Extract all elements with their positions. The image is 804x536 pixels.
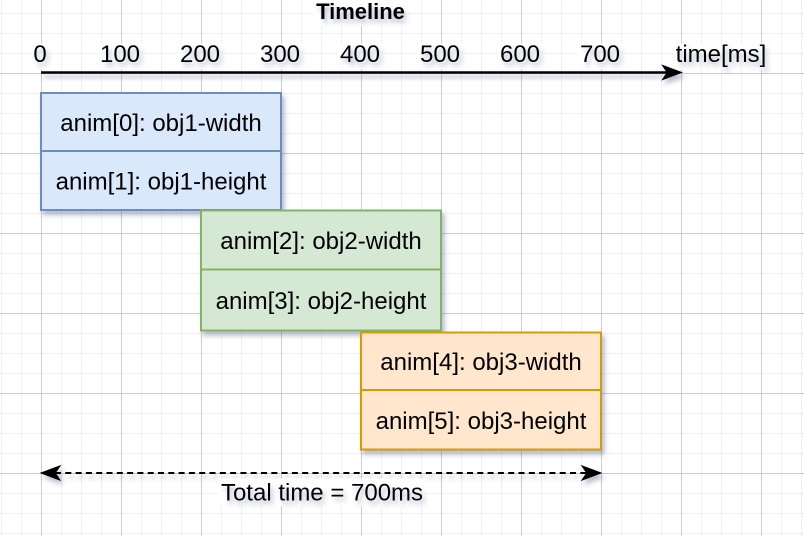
svg-text:300: 300	[260, 41, 300, 68]
svg-text:anim[2]: obj2-width: anim[2]: obj2-width	[220, 228, 421, 255]
svg-text:Total time = 700ms: Total time = 700ms	[221, 480, 423, 507]
svg-text:100: 100	[100, 41, 140, 68]
svg-text:0: 0	[33, 41, 46, 68]
svg-text:700: 700	[580, 41, 620, 68]
svg-text:anim[3]: obj2-height: anim[3]: obj2-height	[216, 288, 427, 315]
svg-text:400: 400	[340, 41, 380, 68]
svg-text:600: 600	[500, 41, 540, 68]
svg-text:anim[1]: obj1-height: anim[1]: obj1-height	[56, 169, 267, 196]
svg-text:Timeline: Timeline	[316, 0, 405, 24]
svg-text:anim[0]: obj1-width: anim[0]: obj1-width	[60, 110, 261, 137]
svg-text:anim[4]: obj3-width: anim[4]: obj3-width	[380, 349, 581, 376]
svg-text:time[ms]: time[ms]	[676, 41, 767, 68]
svg-text:500: 500	[420, 41, 460, 68]
svg-text:200: 200	[180, 41, 220, 68]
svg-text:anim[5]: obj3-height: anim[5]: obj3-height	[376, 408, 587, 435]
